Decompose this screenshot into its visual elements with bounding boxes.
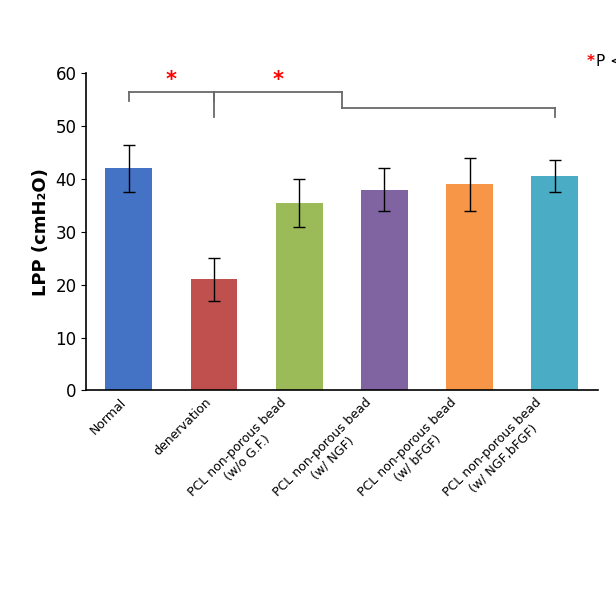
Bar: [105, 168, 152, 390]
Text: *: *: [586, 54, 594, 69]
Bar: [532, 176, 578, 390]
Text: *: *: [166, 70, 177, 90]
Bar: [361, 190, 408, 390]
Y-axis label: LPP (cmH₂O): LPP (cmH₂O): [32, 168, 50, 296]
Text: P < 0.05: P < 0.05: [596, 54, 616, 69]
Text: *: *: [272, 70, 283, 90]
Bar: [190, 279, 238, 390]
Bar: [276, 203, 323, 390]
Bar: [446, 184, 493, 390]
